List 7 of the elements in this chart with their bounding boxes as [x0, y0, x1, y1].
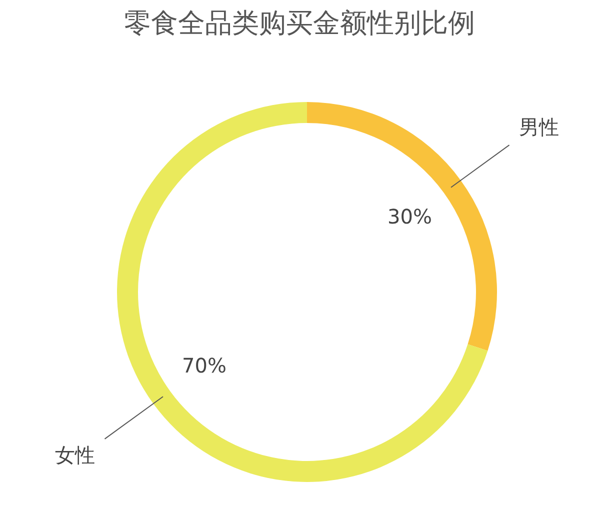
slice-label: 女性: [55, 443, 96, 467]
donut-slice: [307, 102, 497, 351]
donut-slice: [117, 102, 488, 482]
chart-title: 零食全品类购买金额性别比例: [124, 8, 475, 39]
data-label: 30%: [388, 204, 432, 228]
data-label: 70%: [182, 354, 226, 378]
slice-label: 男性: [518, 115, 559, 139]
